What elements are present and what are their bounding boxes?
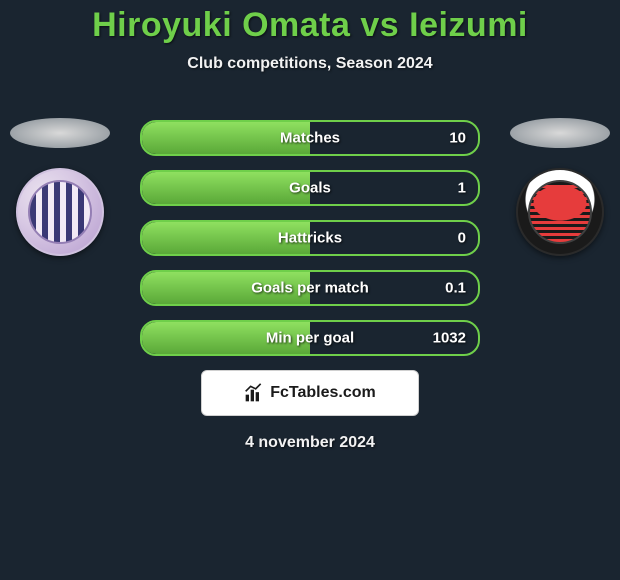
stats-bars: Matches10 Goals1 Hattricks0 Goals per match… bbox=[140, 100, 480, 356]
club-badge-cerezo-icon bbox=[28, 180, 92, 244]
stat-bar-value: 1 bbox=[458, 180, 466, 197]
stat-bar-fill bbox=[142, 172, 310, 204]
stat-bar-fill bbox=[142, 222, 310, 254]
stat-bar-value: 0.1 bbox=[445, 280, 466, 297]
page-title: Hiroyuki Omata vs Ieizumi bbox=[0, 0, 620, 45]
footer-date: 4 november 2024 bbox=[0, 434, 620, 452]
stat-bar: Goals per match0.1 bbox=[140, 270, 480, 306]
stat-bar-fill bbox=[142, 122, 310, 154]
club-badge-left bbox=[16, 168, 104, 256]
stat-bar-value: 1032 bbox=[433, 330, 466, 347]
player-photo-placeholder bbox=[10, 118, 110, 148]
stat-bar-value: 10 bbox=[449, 130, 466, 147]
stat-bar: Min per goal1032 bbox=[140, 320, 480, 356]
stat-bar: Hattricks0 bbox=[140, 220, 480, 256]
stat-bar-fill bbox=[142, 272, 310, 304]
stat-bar: Matches10 bbox=[140, 120, 480, 156]
club-badge-right bbox=[516, 168, 604, 256]
stat-bar-value: 0 bbox=[458, 230, 466, 247]
bar-chart-icon bbox=[244, 383, 264, 403]
stat-bar-fill bbox=[142, 322, 310, 354]
attribution-text: FcTables.com bbox=[270, 384, 376, 402]
subtitle: Club competitions, Season 2024 bbox=[0, 55, 620, 73]
player-right bbox=[510, 118, 610, 256]
attribution-box[interactable]: FcTables.com bbox=[201, 370, 419, 416]
club-badge-consadole-icon bbox=[528, 180, 592, 244]
player-left bbox=[10, 118, 110, 256]
stat-bar: Goals1 bbox=[140, 170, 480, 206]
player-photo-placeholder bbox=[510, 118, 610, 148]
